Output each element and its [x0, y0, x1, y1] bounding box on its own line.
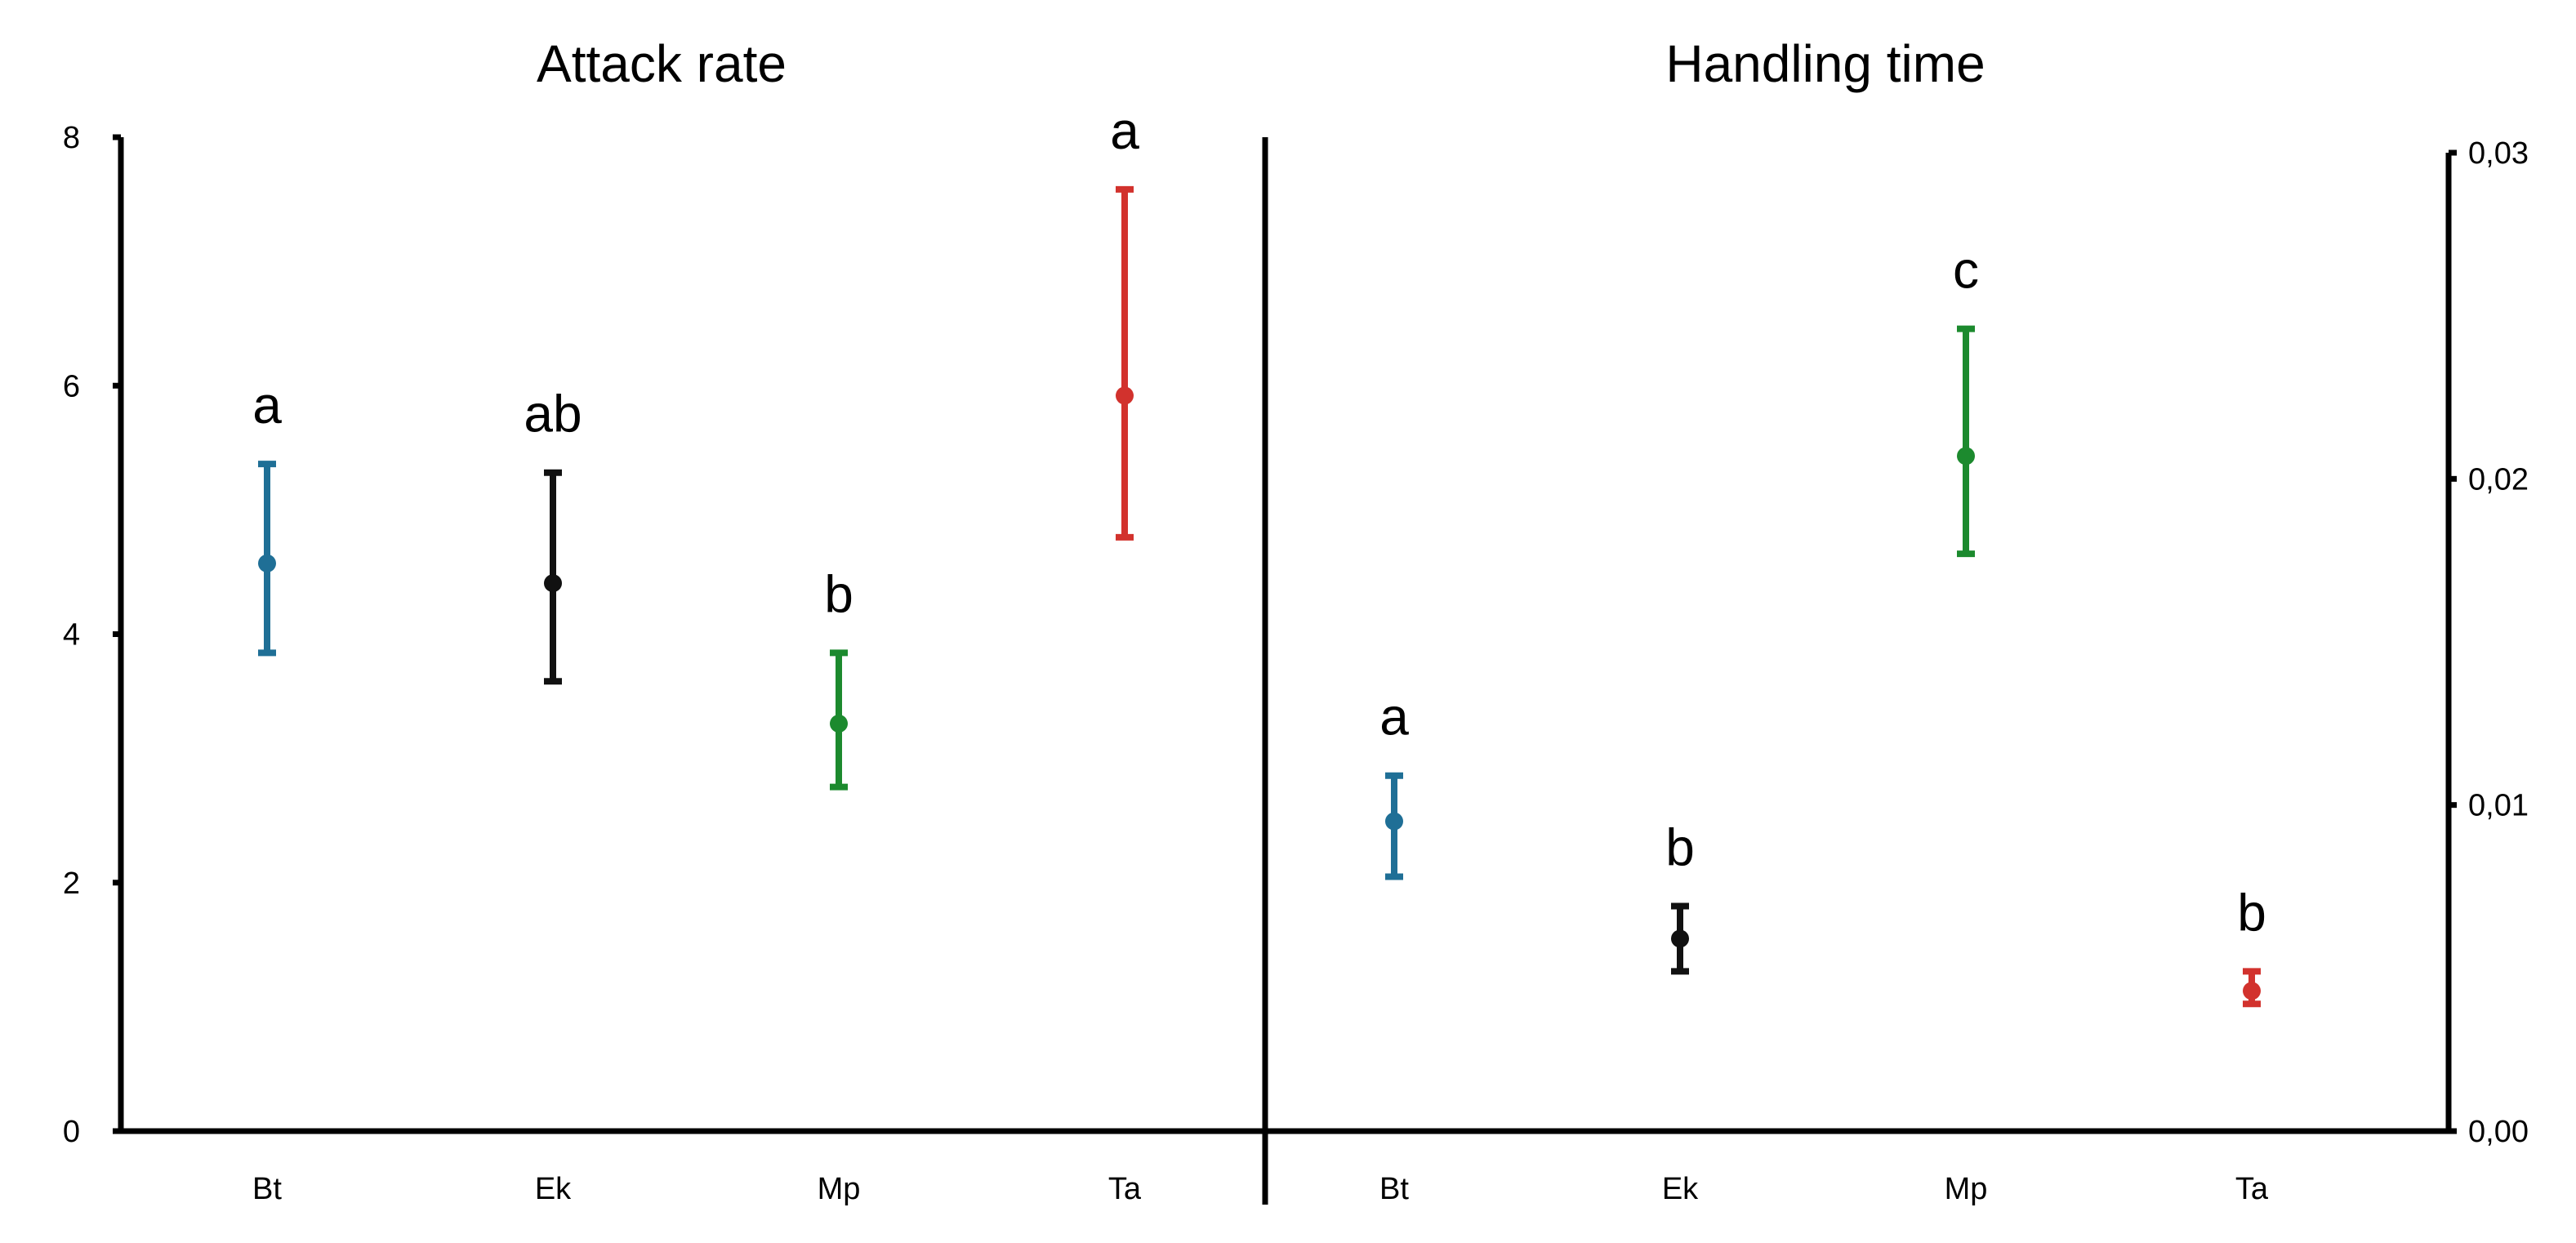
right-point-ek: b [1665, 818, 1695, 975]
left-y-tick-label: 0 [63, 1115, 80, 1149]
data-point-marker [1385, 812, 1403, 831]
right-x-category-label: Ek [1662, 1172, 1699, 1206]
data-point-marker [1116, 386, 1134, 405]
significance-letter: a [1110, 101, 1139, 160]
significance-letter: c [1953, 241, 1979, 300]
data-point-marker [544, 574, 562, 593]
right-point-mp: c [1953, 241, 1979, 558]
handling-time-x-categories: Bt Ek Mp Ta [1379, 1172, 2269, 1206]
left-y-tick-label: 4 [63, 618, 80, 653]
significance-letter: ab [524, 385, 582, 443]
right-y-tick-label: 0,03 [2468, 136, 2529, 171]
left-y-tick-label: 2 [63, 867, 80, 901]
significance-letter: b [2237, 883, 2266, 942]
significance-letter: b [824, 564, 853, 623]
attack-rate-title: Attack rate [537, 34, 787, 93]
handling-time-points: a b c b [1379, 241, 2266, 1008]
data-point-marker [830, 715, 848, 733]
attack-rate-panel: Attack rate 0 2 4 6 8 Bt Ek Mp Ta a ab b a [63, 34, 1142, 1206]
right-x-category-label: Bt [1379, 1172, 1409, 1206]
left-x-category-label: Ta [1108, 1172, 1142, 1206]
left-y-tick-label: 6 [63, 369, 80, 403]
attack-rate-points: a ab b a [252, 101, 1139, 791]
data-point-marker [1957, 447, 1975, 466]
right-x-category-label: Ta [2235, 1172, 2269, 1206]
handling-time-y-ticks: 0,00 0,01 0,02 0,03 [2449, 136, 2529, 1149]
significance-letter: b [1665, 818, 1695, 876]
left-x-category-label: Bt [252, 1172, 282, 1206]
data-point-marker [258, 554, 276, 572]
left-point-mp: b [824, 564, 853, 791]
data-point-marker [1671, 929, 1689, 948]
left-y-tick-label: 8 [63, 121, 80, 155]
right-y-tick-label: 0,01 [2468, 789, 2529, 823]
significance-letter: a [1379, 688, 1409, 746]
left-point-ek: ab [524, 385, 582, 685]
right-x-category-label: Mp [1945, 1172, 1988, 1206]
right-y-tick-label: 0,02 [2468, 462, 2529, 497]
left-x-category-label: Ek [535, 1172, 572, 1206]
left-x-category-label: Mp [818, 1172, 861, 1206]
significance-letter: a [252, 376, 282, 434]
right-y-tick-label: 0,00 [2468, 1115, 2529, 1149]
data-point-marker [2243, 982, 2261, 1000]
attack-rate-y-ticks: 0 2 4 6 8 [63, 121, 121, 1149]
handling-time-panel: Handling time 0,000,010,020,03 Bt Ek Mp Ta … [1379, 34, 2529, 1206]
left-point-bt: a [252, 376, 282, 657]
right-point-ta: b [2237, 883, 2266, 1008]
handling-time-title: Handling time [1665, 34, 1985, 93]
right-point-bt: a [1379, 688, 1409, 880]
attack-rate-x-categories: Bt Ek Mp Ta [252, 1172, 1142, 1206]
left-point-ta: a [1110, 101, 1139, 541]
